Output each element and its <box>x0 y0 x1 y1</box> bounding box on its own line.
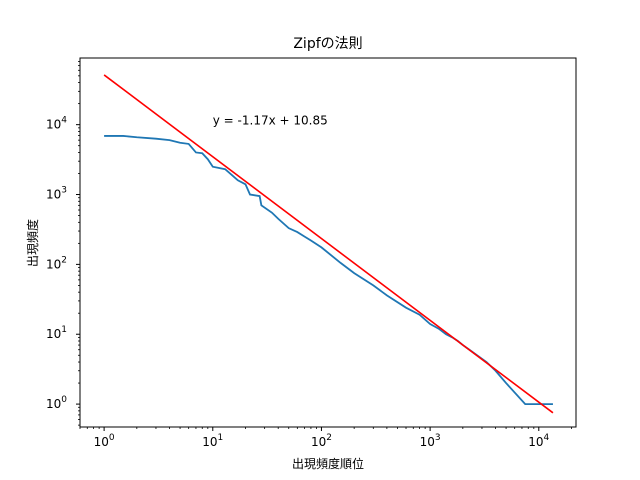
y-axis-label: 出現頻度 <box>25 219 40 267</box>
y-tick-label: 104 <box>46 116 67 132</box>
x-tick-label: 103 <box>420 433 441 449</box>
y-axis: 100 101 102 103 104 <box>46 61 80 426</box>
x-tick-label: 102 <box>311 433 332 449</box>
x-axis: 100 101 102 103 104 <box>79 427 572 449</box>
fit-line <box>103 74 554 414</box>
annotation-text: y = -1.17x + 10.85 <box>213 114 328 128</box>
axes-frame <box>79 57 577 428</box>
plot-area: 100 101 102 103 104 100 101 102 103 104 <box>46 57 577 449</box>
series-group <box>103 74 554 414</box>
y-tick-label: 101 <box>46 325 67 341</box>
y-tick-label: 103 <box>46 186 67 202</box>
x-axis-label: 出現頻度順位 <box>292 456 364 471</box>
chart-title: Zipfの法則 <box>293 36 362 52</box>
x-tick-label: 100 <box>94 433 115 449</box>
y-tick-label: 100 <box>46 395 67 411</box>
x-tick-label: 101 <box>202 433 223 449</box>
y-tick-label: 102 <box>46 255 67 271</box>
x-tick-label: 104 <box>528 433 549 449</box>
